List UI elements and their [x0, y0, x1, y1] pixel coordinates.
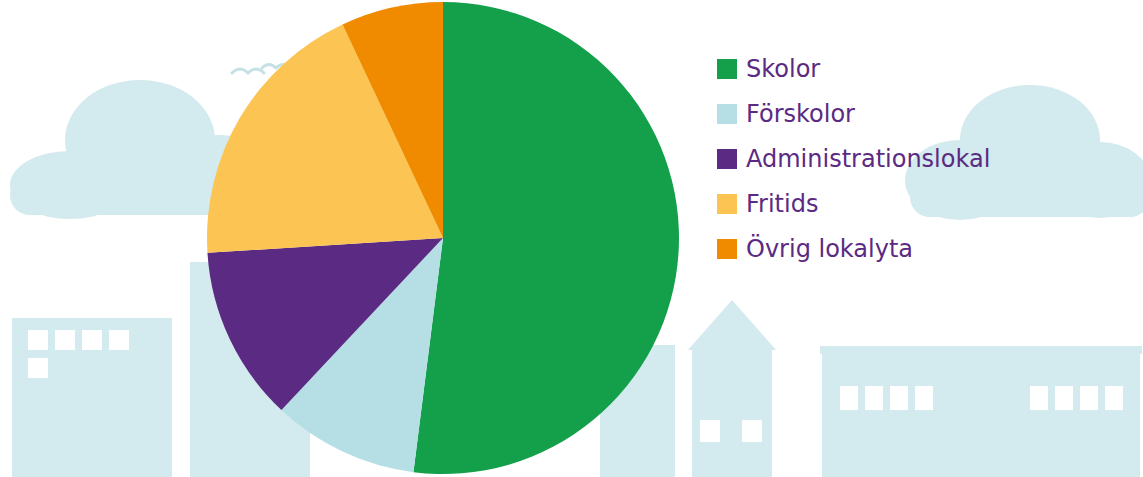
svg-text:Skolor: Skolor	[746, 55, 820, 83]
svg-text:Förskolor: Förskolor	[746, 100, 855, 128]
svg-text:Administrationslokal: Administrationslokal	[746, 145, 990, 173]
svg-text:Fritids: Fritids	[746, 190, 818, 218]
svg-text:Övrig lokalyta: Övrig lokalyta	[746, 234, 913, 263]
